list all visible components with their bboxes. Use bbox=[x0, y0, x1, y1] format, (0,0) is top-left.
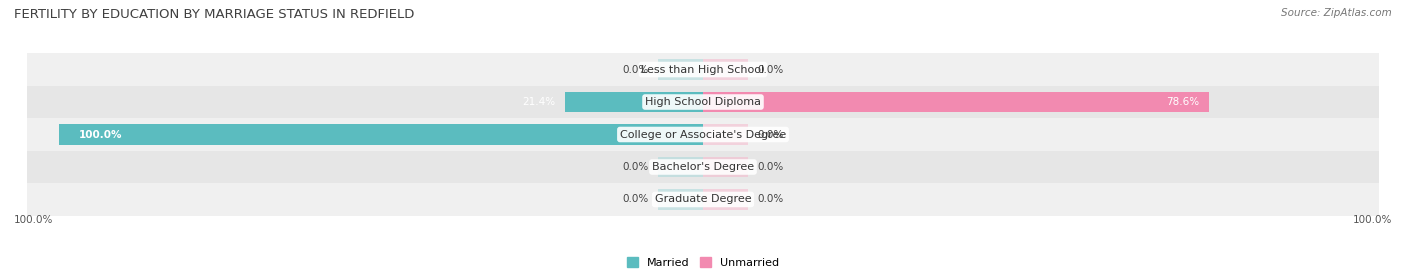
Bar bbox=[27, 183, 1379, 216]
Bar bbox=[27, 151, 1379, 183]
Bar bbox=[703, 59, 748, 80]
Text: 0.0%: 0.0% bbox=[758, 65, 785, 75]
Bar bbox=[658, 189, 703, 210]
Text: 0.0%: 0.0% bbox=[758, 162, 785, 172]
Text: Less than High School: Less than High School bbox=[641, 65, 765, 75]
Bar bbox=[703, 189, 748, 210]
Text: FERTILITY BY EDUCATION BY MARRIAGE STATUS IN REDFIELD: FERTILITY BY EDUCATION BY MARRIAGE STATU… bbox=[14, 8, 415, 21]
Bar bbox=[27, 86, 1379, 118]
Text: 100.0%: 100.0% bbox=[79, 129, 122, 140]
Bar bbox=[565, 92, 703, 112]
Text: Source: ZipAtlas.com: Source: ZipAtlas.com bbox=[1281, 8, 1392, 18]
Bar bbox=[27, 53, 1379, 86]
Text: 0.0%: 0.0% bbox=[621, 65, 648, 75]
Text: 21.4%: 21.4% bbox=[523, 97, 555, 107]
Text: 0.0%: 0.0% bbox=[621, 194, 648, 204]
Bar bbox=[658, 59, 703, 80]
Text: College or Associate's Degree: College or Associate's Degree bbox=[620, 129, 786, 140]
Bar bbox=[703, 125, 748, 144]
Text: 100.0%: 100.0% bbox=[14, 215, 53, 225]
Bar bbox=[703, 157, 748, 177]
Text: 0.0%: 0.0% bbox=[758, 194, 785, 204]
Bar bbox=[703, 92, 1209, 112]
Text: Graduate Degree: Graduate Degree bbox=[655, 194, 751, 204]
Text: 78.6%: 78.6% bbox=[1167, 97, 1199, 107]
Text: Bachelor's Degree: Bachelor's Degree bbox=[652, 162, 754, 172]
Text: 100.0%: 100.0% bbox=[1353, 215, 1392, 225]
Bar bbox=[27, 118, 1379, 151]
Bar bbox=[658, 157, 703, 177]
Bar bbox=[59, 125, 703, 144]
Legend: Married, Unmarried: Married, Unmarried bbox=[624, 255, 782, 269]
Text: 0.0%: 0.0% bbox=[621, 162, 648, 172]
Text: 0.0%: 0.0% bbox=[758, 129, 785, 140]
Text: High School Diploma: High School Diploma bbox=[645, 97, 761, 107]
